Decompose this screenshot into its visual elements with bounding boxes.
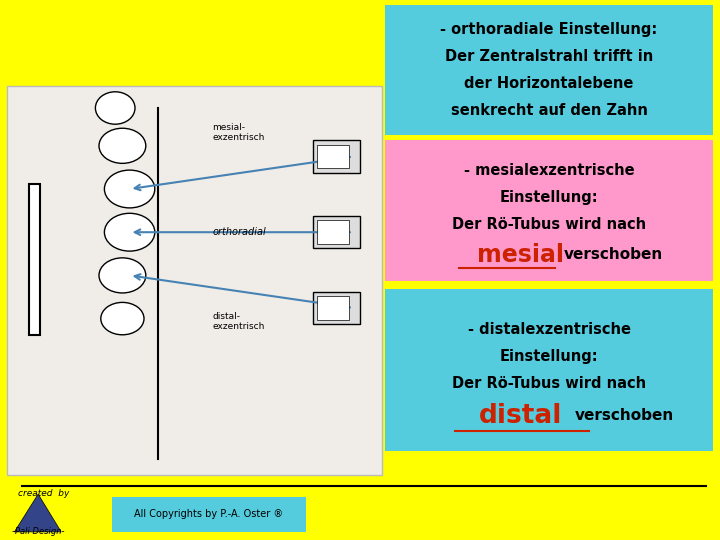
Bar [317, 145, 349, 168]
Text: All Copyrights by P.-A. Oster ®: All Copyrights by P.-A. Oster ® [134, 509, 284, 519]
Bar [317, 296, 349, 320]
Text: - mesialexzentrische: - mesialexzentrische [464, 163, 634, 178]
FancyBboxPatch shape [385, 140, 713, 281]
Text: Der Rö-Tubus wird nach: Der Rö-Tubus wird nach [452, 376, 646, 391]
Bar [313, 292, 360, 324]
Ellipse shape [99, 258, 145, 293]
Text: verschoben: verschoben [564, 247, 663, 262]
Ellipse shape [99, 128, 145, 163]
Text: senkrecht auf den Zahn: senkrecht auf den Zahn [451, 103, 647, 118]
Bar [317, 220, 349, 244]
Ellipse shape [104, 170, 155, 208]
Text: Einstellung:: Einstellung: [500, 190, 598, 205]
FancyBboxPatch shape [7, 86, 382, 475]
Text: verschoben: verschoben [575, 408, 674, 423]
Ellipse shape [101, 302, 144, 335]
Text: mesial-
exzentrisch: mesial- exzentrisch [212, 123, 265, 142]
Text: -Pali Design-: -Pali Design- [12, 526, 64, 536]
Text: distal: distal [479, 403, 562, 429]
Polygon shape [14, 494, 61, 532]
Bar [29, 184, 40, 335]
FancyBboxPatch shape [385, 289, 713, 451]
Text: Der Rö-Tubus wird nach: Der Rö-Tubus wird nach [452, 217, 646, 232]
FancyBboxPatch shape [385, 5, 713, 135]
Bar [313, 140, 360, 173]
Text: created  by: created by [18, 489, 69, 498]
Text: orthoradial: orthoradial [212, 227, 266, 237]
Text: - orthoradiale Einstellung:: - orthoradiale Einstellung: [441, 22, 657, 37]
Text: der Horizontalebene: der Horizontalebene [464, 76, 634, 91]
Ellipse shape [104, 213, 155, 251]
Text: distal-
exzentrisch: distal- exzentrisch [212, 312, 265, 331]
FancyBboxPatch shape [112, 497, 306, 532]
Text: - distalexzentrische: - distalexzentrische [467, 322, 631, 337]
Text: Einstellung:: Einstellung: [500, 349, 598, 364]
Ellipse shape [95, 92, 135, 124]
Text: mesial: mesial [477, 243, 564, 267]
Bar [313, 216, 360, 248]
Text: Der Zentralstrahl trifft in: Der Zentralstrahl trifft in [445, 49, 653, 64]
